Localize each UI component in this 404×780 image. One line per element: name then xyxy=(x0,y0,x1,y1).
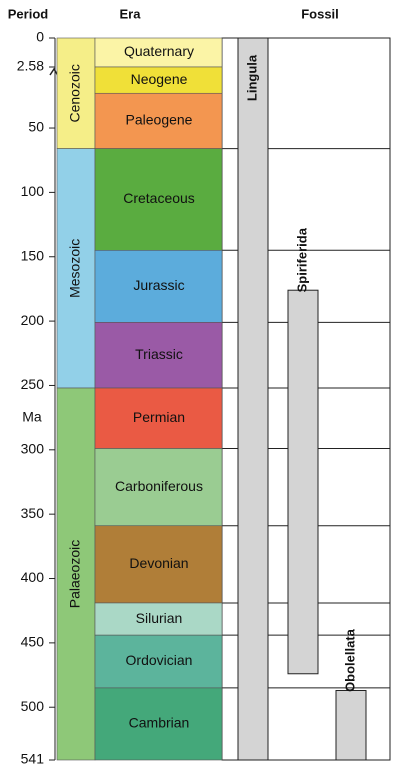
y-tick-label: 541 xyxy=(21,751,45,767)
period-label: Jurassic xyxy=(133,277,184,293)
y-tick-label: 200 xyxy=(21,312,45,328)
header: Period xyxy=(8,6,49,21)
period-label: Permian xyxy=(133,409,185,425)
y-axis-label: Ma xyxy=(22,409,42,425)
period-block xyxy=(94,92,223,149)
period-label: Silurian xyxy=(136,610,183,626)
period-block xyxy=(94,634,223,689)
y-tick-label: 500 xyxy=(21,698,45,714)
period-block xyxy=(94,387,223,449)
period-block xyxy=(94,322,223,389)
period-block xyxy=(94,37,223,68)
period-label: Triassic xyxy=(135,346,183,362)
fossil-label: Lingula xyxy=(244,54,259,101)
header: Fossil xyxy=(301,6,339,21)
period-label: Paleogene xyxy=(126,112,193,128)
era-block xyxy=(56,148,96,389)
y-tick-label: 2.58 xyxy=(17,58,44,74)
period-block xyxy=(94,148,223,251)
period-block xyxy=(94,66,223,94)
fossil-range xyxy=(237,37,269,761)
period-block xyxy=(94,602,223,636)
era-label: Mesozoic xyxy=(67,239,83,298)
period-label: Ordovician xyxy=(126,652,193,668)
era-label: Palaeozoic xyxy=(67,540,83,609)
period-block xyxy=(94,687,223,761)
era-block xyxy=(56,387,96,761)
y-tick-label: 100 xyxy=(21,183,45,199)
period-block xyxy=(94,525,223,604)
header: Era xyxy=(120,6,142,21)
y-tick-label: 50 xyxy=(28,119,44,135)
fossil-label: Obolellata xyxy=(342,628,357,692)
period-label: Devonian xyxy=(129,555,188,571)
y-tick-label: 0 xyxy=(36,29,44,45)
period-label: Neogene xyxy=(131,71,188,87)
fossil-range xyxy=(335,689,367,761)
period-block xyxy=(94,448,223,527)
y-tick-label: 450 xyxy=(21,634,45,650)
fossil-label: Spiriferida xyxy=(294,227,309,292)
period-label: Cambrian xyxy=(129,715,190,731)
y-tick-label: 350 xyxy=(21,505,45,521)
period-label: Quaternary xyxy=(124,43,194,59)
era-label: Cenozoic xyxy=(67,64,83,122)
period-label: Cretaceous xyxy=(123,190,195,206)
period-label: Carboniferous xyxy=(115,478,203,494)
y-tick-label: 250 xyxy=(21,376,45,392)
fossil-range xyxy=(287,289,319,675)
y-tick-label: 400 xyxy=(21,569,45,585)
y-tick-label: 150 xyxy=(21,247,45,263)
period-block xyxy=(94,250,223,323)
y-tick-label: 300 xyxy=(21,441,45,457)
